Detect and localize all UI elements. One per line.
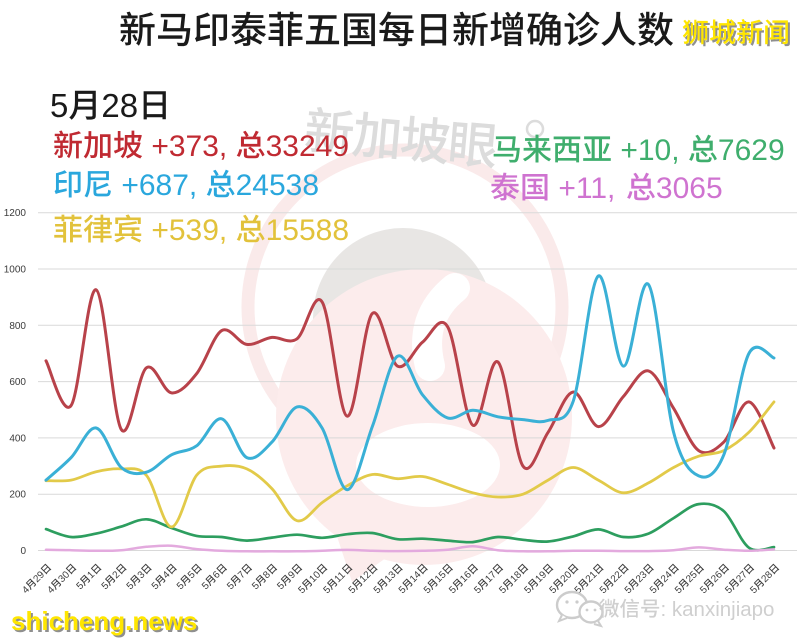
svg-text:shicheng.news: shicheng.news	[13, 608, 199, 638]
svg-text:1200: 1200	[4, 208, 27, 219]
svg-text:600: 600	[9, 377, 26, 388]
svg-text:+10,: +10,	[612, 134, 688, 167]
svg-text:3065: 3065	[656, 172, 723, 205]
svg-text:800: 800	[9, 321, 26, 332]
svg-text:200: 200	[9, 490, 26, 501]
svg-text:5: 5	[50, 87, 68, 124]
svg-text:24538: 24538	[236, 169, 319, 202]
svg-text:+11,: +11,	[550, 172, 624, 205]
svg-text:28: 28	[101, 87, 138, 124]
svg-text:+539,: +539,	[143, 214, 236, 247]
svg-text:shicheng.news: shicheng.news	[11, 606, 197, 636]
svg-text:+687,: +687,	[113, 169, 206, 202]
svg-text:: kanxinjiapo: : kanxinjiapo	[661, 598, 775, 621]
svg-text:+373,: +373,	[143, 130, 236, 163]
svg-text:0: 0	[20, 546, 26, 557]
svg-text:1000: 1000	[4, 265, 27, 276]
svg-text:7629: 7629	[718, 134, 785, 167]
svg-text:33249: 33249	[266, 130, 349, 163]
svg-text:15588: 15588	[266, 214, 349, 247]
svg-text:400: 400	[9, 433, 26, 444]
